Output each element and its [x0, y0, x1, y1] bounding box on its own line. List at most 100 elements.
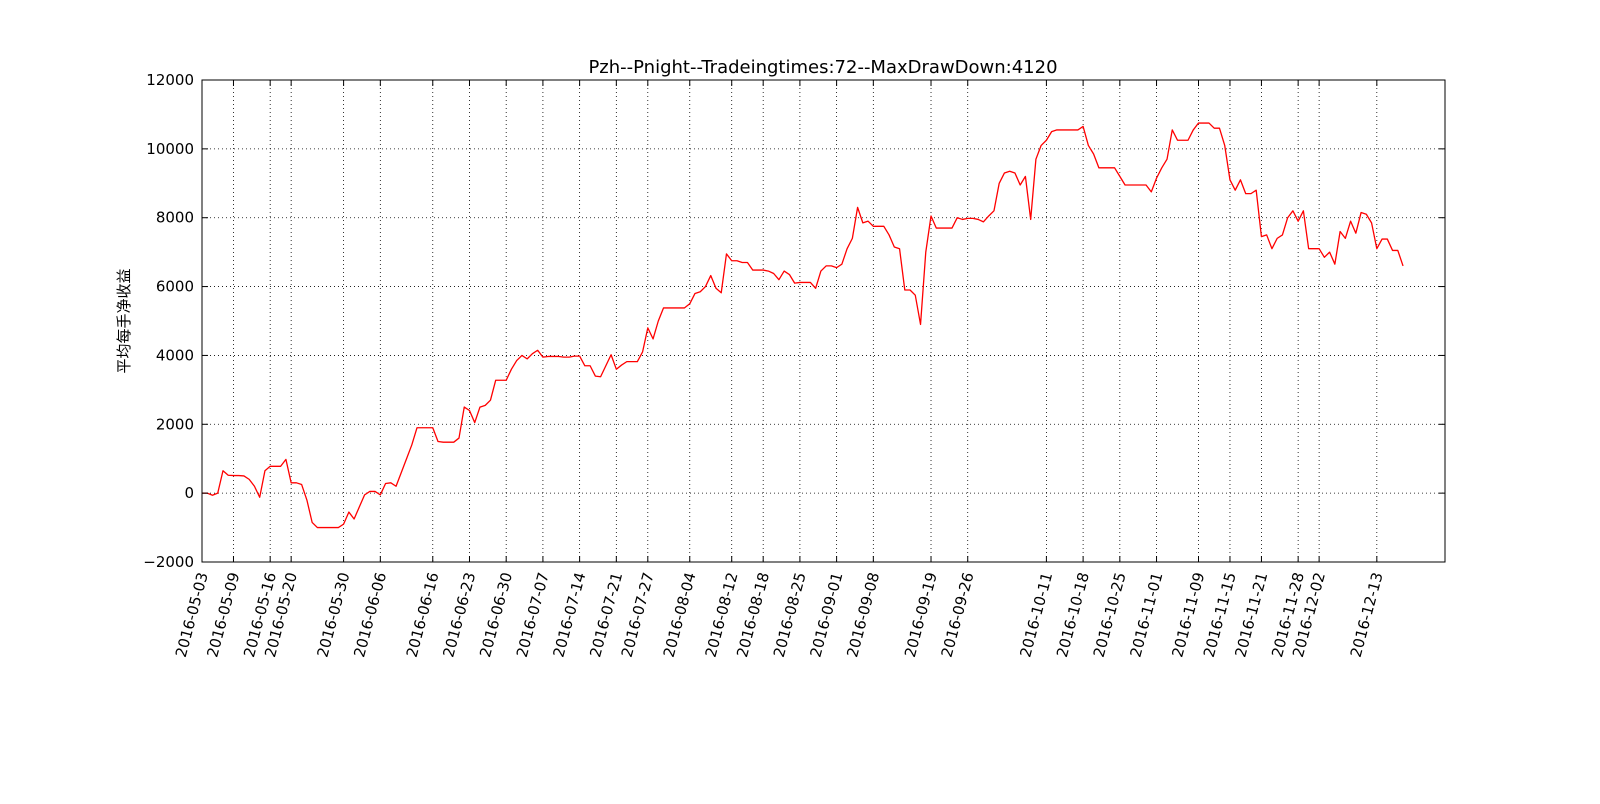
- data-point: [333, 527, 334, 528]
- data-point: [590, 365, 591, 366]
- data-point: [385, 483, 386, 484]
- data-point: [1329, 252, 1330, 253]
- data-point: [805, 282, 806, 283]
- y-axis-label: 平均每手净收益: [115, 268, 133, 373]
- data-point: [458, 437, 459, 438]
- data-point: [1124, 184, 1125, 185]
- data-point: [873, 226, 874, 227]
- data-point: [1088, 145, 1089, 146]
- data-point: [348, 511, 349, 512]
- data-point: [1151, 191, 1152, 192]
- data-point: [359, 506, 360, 507]
- data-point: [432, 427, 433, 428]
- data-point: [836, 267, 837, 268]
- data-point: [249, 479, 250, 480]
- data-point: [616, 369, 617, 370]
- data-point: [605, 365, 606, 366]
- data-point: [626, 361, 627, 362]
- y-tick-label: 8000: [156, 209, 194, 227]
- y-tick-label: 6000: [156, 278, 194, 296]
- data-point: [1041, 145, 1042, 146]
- data-point: [1313, 248, 1314, 249]
- data-point: [742, 262, 743, 263]
- data-point: [1187, 140, 1188, 141]
- data-point: [228, 475, 229, 476]
- data-point: [694, 293, 695, 294]
- data-point: [726, 253, 727, 254]
- data-point: [448, 442, 449, 443]
- data-point: [736, 260, 737, 261]
- data-point: [867, 221, 868, 222]
- data-point: [479, 406, 480, 407]
- data-point: [416, 427, 417, 428]
- data-point: [291, 482, 292, 483]
- data-point: [820, 270, 821, 271]
- data-point: [773, 273, 774, 274]
- data-point: [899, 248, 900, 249]
- data-point: [993, 210, 994, 211]
- data-point: [1345, 238, 1346, 239]
- data-point: [1250, 193, 1251, 194]
- data-point: [946, 227, 947, 228]
- y-tick-label: 0: [184, 484, 194, 502]
- data-point: [338, 527, 339, 528]
- data-point: [920, 324, 921, 325]
- data-point: [275, 466, 276, 467]
- data-point: [1177, 140, 1178, 141]
- data-point: [233, 475, 234, 476]
- data-point: [1381, 238, 1382, 239]
- series-line: [202, 122, 1404, 529]
- data-point: [1282, 234, 1283, 235]
- data-point: [574, 356, 575, 357]
- data-point: [1119, 176, 1120, 177]
- data-point: [1130, 184, 1131, 185]
- data-point: [668, 307, 669, 308]
- data-point: [1366, 214, 1367, 215]
- data-point: [631, 361, 632, 362]
- data-point: [1208, 122, 1209, 123]
- data-point: [469, 410, 470, 411]
- data-point: [642, 351, 643, 352]
- data-point: [406, 458, 407, 459]
- data-point: [317, 527, 318, 528]
- data-point: [962, 219, 963, 220]
- data-point: [569, 357, 570, 358]
- data-point: [684, 307, 685, 308]
- data-point: [1256, 190, 1257, 191]
- data-point: [485, 405, 486, 406]
- data-point: [1083, 126, 1084, 127]
- data-point: [443, 442, 444, 443]
- data-point: [542, 357, 543, 358]
- data-point: [285, 459, 286, 460]
- data-point: [978, 219, 979, 220]
- grid-lines: [201, 79, 1445, 563]
- data-point: [1098, 167, 1099, 168]
- data-point: [847, 248, 848, 249]
- data-point: [1387, 238, 1388, 239]
- data-point: [721, 292, 722, 293]
- data-point: [1145, 184, 1146, 185]
- data-point: [1298, 221, 1299, 222]
- data-point: [909, 289, 910, 290]
- data-point: [768, 270, 769, 271]
- data-point: [238, 475, 239, 476]
- data-point: [301, 484, 302, 485]
- data-point: [1266, 234, 1267, 235]
- data-point: [1392, 250, 1393, 251]
- data-point: [799, 282, 800, 283]
- data-point: [1182, 140, 1183, 141]
- data-point: [474, 422, 475, 423]
- data-point: [957, 217, 958, 218]
- data-point: [1004, 172, 1005, 173]
- data-point: [1240, 179, 1241, 180]
- data-point: [1109, 167, 1110, 168]
- data-point: [1229, 179, 1230, 180]
- data-point: [516, 360, 517, 361]
- data-point: [1056, 129, 1057, 130]
- data-point: [595, 375, 596, 376]
- data-point: [437, 441, 438, 442]
- data-point: [264, 470, 265, 471]
- data-point: [464, 406, 465, 407]
- y-tick-label: 10000: [146, 140, 194, 158]
